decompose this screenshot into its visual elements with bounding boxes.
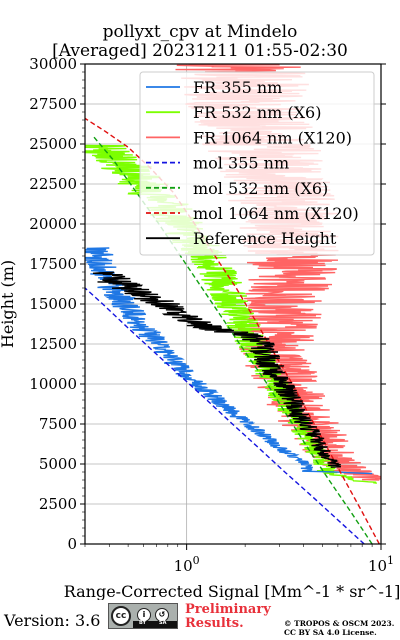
y-axis-label: Height (m): [0, 260, 17, 348]
version-label: Version: 3.6: [4, 611, 101, 630]
y-tick-label: 2500: [39, 495, 77, 513]
legend-label: FR 532 nm (X6): [193, 103, 321, 122]
badge-by-label: BY: [139, 620, 147, 626]
y-tick-label: 17500: [29, 255, 77, 273]
series-line-0: [85, 247, 373, 475]
chart-title-line2: [Averaged] 20231211 01:55-02:30: [52, 41, 348, 61]
legend-label: mol 532 nm (X6): [193, 179, 328, 198]
series-line-6: [92, 271, 341, 468]
y-tick-label: 25000: [29, 135, 77, 153]
y-tick-label: 5000: [39, 455, 77, 473]
legend-label: FR 1064 nm (X120): [193, 128, 352, 147]
chart-title-line1: pollyxt_cpv at Mindelo: [102, 22, 298, 42]
legend-label: mol 355 nm: [193, 154, 289, 173]
cc-logo-icon: cc: [111, 606, 131, 626]
badge-strip: BY SA: [133, 620, 177, 628]
chart-canvas: 0 2500 5000 7500 10000 12500 15000 17500 20000 22…: [0, 55, 400, 600]
preliminary-label: Preliminary: [185, 602, 271, 617]
y-tick-label: 27500: [29, 95, 77, 113]
x-tick-label: 101: [368, 554, 394, 575]
y-tick-label: 22500: [29, 175, 77, 193]
legend-box: [139, 71, 375, 256]
legend-label: mol 1064 nm (X120): [193, 204, 359, 223]
y-tick-label: 10000: [29, 375, 77, 393]
y-tick-label: 12500: [29, 335, 77, 353]
legend-label: FR 355 nm: [193, 78, 282, 97]
legend-label: Reference Height: [193, 229, 337, 248]
series-line-3: [85, 287, 365, 544]
y-tick-label: 20000: [29, 215, 77, 233]
x-tick-label: 100: [174, 554, 200, 575]
cc-license-badge: cc i ↺ BY SA: [108, 603, 178, 629]
copyright-line2: CC BY SA 4.0 License.: [284, 628, 377, 637]
y-tick-label: 30000: [29, 55, 77, 73]
copyright-line1: © TROPOS & OSCM 2023.: [284, 619, 395, 628]
y-tick-label: 15000: [29, 295, 77, 313]
x-axis-label: Range-Corrected Signal [Mm^-1 * sr^-1]: [64, 582, 400, 600]
results-label: Results.: [185, 616, 244, 631]
y-tick-label: 7500: [39, 415, 77, 433]
y-tick-label: 0: [67, 535, 77, 553]
badge-sa-label: SA: [159, 620, 167, 626]
